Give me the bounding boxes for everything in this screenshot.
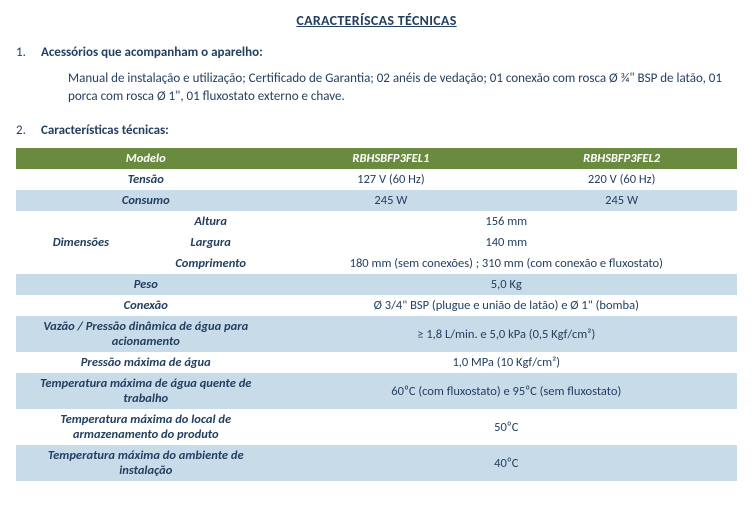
row-dim-altura: Dimensões Altura 156 mm bbox=[16, 211, 737, 232]
label-temp-trab: Temperatura máxima de água quente de tra… bbox=[16, 373, 276, 409]
val-temp-armaz: 50⁰C bbox=[276, 409, 737, 445]
val-vazao: ≥ 1,8 L/min. e 5,0 kPa (0,5 Kgf/cm²) bbox=[276, 316, 737, 352]
label-largura: Largura bbox=[146, 232, 276, 253]
label-peso: Peso bbox=[16, 274, 276, 295]
val-consumo-1: 245 W bbox=[276, 190, 507, 211]
val-consumo-2: 245 W bbox=[506, 190, 737, 211]
val-comprimento: 180 mm (sem conexões) ; 310 mm (com cone… bbox=[276, 253, 737, 274]
row-temp-inst: Temperatura máxima do ambiente de instal… bbox=[16, 445, 737, 481]
spec-table: Modelo RBHSBFP3FEL1 RBHSBFP3FEL2 Tensão … bbox=[16, 148, 737, 481]
header-col2: RBHSBFP3FEL2 bbox=[506, 148, 737, 169]
label-tensao: Tensão bbox=[16, 169, 276, 190]
val-pmax: 1,0 MPa (10 Kgf/cm²) bbox=[276, 352, 737, 373]
row-peso: Peso 5,0 Kg bbox=[16, 274, 737, 295]
row-vazao: Vazão / Pressão dinâmica de água para ac… bbox=[16, 316, 737, 352]
row-temp-armaz: Temperatura máxima do local de armazenam… bbox=[16, 409, 737, 445]
label-altura: Altura bbox=[146, 211, 276, 232]
list-heading-2: Características técnicas: bbox=[41, 123, 169, 138]
header-col1: RBHSBFP3FEL1 bbox=[276, 148, 507, 169]
list-item-1: 1. Acessórios que acompanham o aparelho: bbox=[16, 45, 737, 60]
row-temp-trab: Temperatura máxima de água quente de tra… bbox=[16, 373, 737, 409]
table-header-row: Modelo RBHSBFP3FEL1 RBHSBFP3FEL2 bbox=[16, 148, 737, 169]
row-consumo: Consumo 245 W 245 W bbox=[16, 190, 737, 211]
val-tensao-1: 127 V (60 Hz) bbox=[276, 169, 507, 190]
val-peso: 5,0 Kg bbox=[276, 274, 737, 295]
list-number: 1. bbox=[16, 45, 38, 60]
label-temp-inst: Temperatura máxima do ambiente de instal… bbox=[16, 445, 276, 481]
label-consumo: Consumo bbox=[16, 190, 276, 211]
row-tensao: Tensão 127 V (60 Hz) 220 V (60 Hz) bbox=[16, 169, 737, 190]
label-dimensoes: Dimensões bbox=[16, 211, 146, 274]
list-item-2: 2. Características técnicas: bbox=[16, 123, 737, 138]
val-temp-inst: 40⁰C bbox=[276, 445, 737, 481]
label-vazao: Vazão / Pressão dinâmica de água para ac… bbox=[16, 316, 276, 352]
label-pmax: Pressão máxima de água bbox=[16, 352, 276, 373]
val-tensao-2: 220 V (60 Hz) bbox=[506, 169, 737, 190]
val-temp-trab: 60⁰C (com fluxostato) e 95⁰C (sem fluxos… bbox=[276, 373, 737, 409]
row-pmax: Pressão máxima de água 1,0 MPa (10 Kgf/c… bbox=[16, 352, 737, 373]
val-altura: 156 mm bbox=[276, 211, 737, 232]
label-temp-armaz: Temperatura máxima do local de armazenam… bbox=[16, 409, 276, 445]
list-number: 2. bbox=[16, 123, 38, 138]
val-largura: 140 mm bbox=[276, 232, 737, 253]
label-comprimento: Comprimento bbox=[146, 253, 276, 274]
page-title: CARACTERÍSCAS TÉCNICAS bbox=[16, 12, 737, 29]
item1-body-text: Manual de instalação e utilização; Certi… bbox=[68, 70, 737, 105]
list-heading-1: Acessórios que acompanham o aparelho: bbox=[41, 45, 263, 60]
val-conexao: Ø 3/4" BSP (plugue e união de latão) e Ø… bbox=[276, 295, 737, 316]
header-model: Modelo bbox=[16, 148, 276, 169]
label-conexao: Conexão bbox=[16, 295, 276, 316]
row-conexao: Conexão Ø 3/4" BSP (plugue e união de la… bbox=[16, 295, 737, 316]
